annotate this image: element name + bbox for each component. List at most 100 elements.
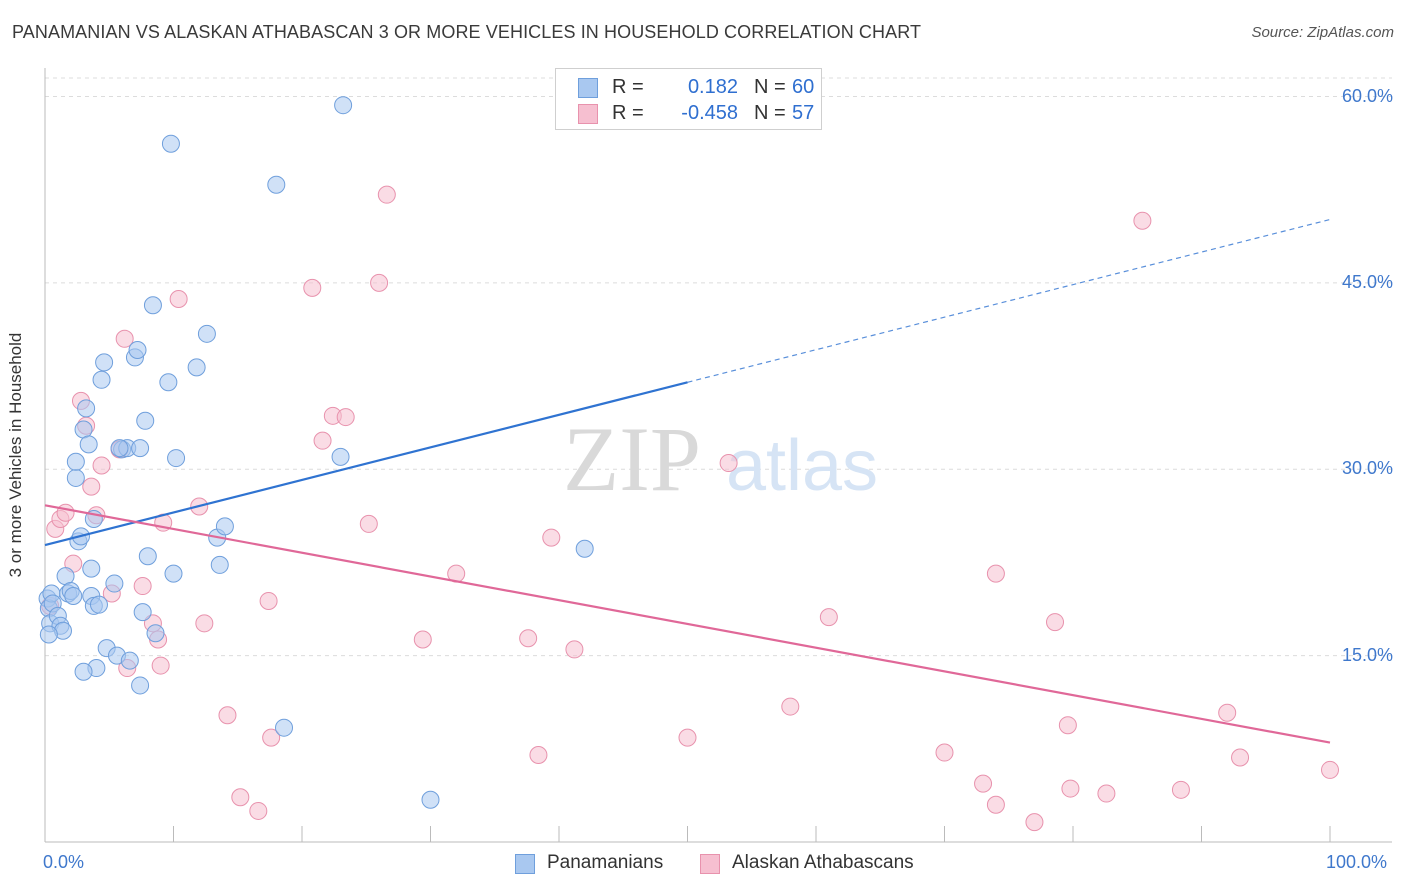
alaskan-athabascan-point: [719, 454, 738, 473]
alaskan-athabascan-point: [377, 185, 396, 204]
alaskan-athabascan-point: [1231, 748, 1250, 767]
alaskan-athabascan-point: [56, 503, 75, 522]
panamanian-point: [167, 449, 186, 468]
alaskan-athabascan-point: [218, 706, 237, 725]
alaskan-athabascan-point: [1046, 613, 1065, 632]
alaskan-athabascan-point: [115, 329, 134, 348]
panamanian-point: [421, 790, 440, 809]
alaskan-athabascan-point: [370, 273, 389, 292]
source-credit: Source: ZipAtlas.com: [1251, 24, 1394, 41]
panamanian-point: [331, 447, 350, 466]
alaskan-athabascan-point: [986, 564, 1005, 583]
alaskan-athabascan-point: [1097, 784, 1116, 803]
legend-label: Alaskan Athabascans: [732, 852, 914, 873]
panamanian-point: [159, 373, 178, 392]
alaskan-athabascan-point: [781, 697, 800, 716]
panamanian-point: [66, 468, 85, 487]
panamanian-point: [215, 517, 234, 536]
alaskan-athabascan-point: [986, 795, 1005, 814]
alaskan-athabascan-point: [133, 577, 152, 596]
panamanian-point: [128, 340, 147, 359]
alaskan-athabascan-point: [1025, 813, 1044, 832]
panamanian-point: [110, 439, 129, 458]
series-legend: Panamanians Alaskan Athabascans: [0, 852, 1406, 878]
panamanian-point: [136, 411, 155, 430]
panamanian-point: [105, 574, 124, 593]
panamanian-point: [39, 625, 58, 644]
watermark-zip: ZIP: [563, 408, 701, 510]
panamanian-point: [74, 662, 93, 681]
panamanian-point: [82, 559, 101, 578]
trend-layer: [44, 218, 1331, 744]
panamanian-point: [138, 547, 157, 566]
points-layer: [38, 96, 1339, 832]
alaskan-athabascan-point: [1133, 211, 1152, 230]
n-value: 57: [792, 102, 815, 124]
alaskan-athabascan-point: [231, 788, 250, 807]
alaskan-athabascan-point: [819, 608, 838, 627]
y-tick-label: 45.0%: [1341, 271, 1393, 292]
panamanian-point: [95, 353, 114, 372]
alaskan-athabascan-point: [542, 528, 561, 547]
panamanian-point: [89, 595, 108, 614]
alaskan-athabascan-point: [82, 477, 101, 496]
panamanian-point: [267, 175, 286, 194]
alaskan-athabascan-point: [151, 656, 170, 675]
x-tick-label-max: 100.0%: [1326, 852, 1388, 872]
panamanian-trend-line: [44, 381, 688, 547]
panamanian-point: [275, 718, 294, 737]
legend-swatch-pink: [578, 104, 598, 124]
alaskan-athabascan-point: [678, 728, 697, 747]
axis-layer: [44, 68, 1392, 843]
r-value: -0.458: [681, 102, 738, 124]
chart-title: PANAMANIAN VS ALASKAN ATHABASCAN 3 OR MO…: [12, 22, 922, 42]
alaskan-athabascan-point: [519, 629, 538, 648]
panamanian-point: [334, 96, 353, 115]
panamanian-point: [120, 651, 139, 670]
panamanian-point: [575, 539, 594, 558]
n-label: N =: [754, 102, 786, 124]
n-value: 60: [792, 76, 815, 98]
panamanian-point: [146, 624, 165, 643]
legend-label: Panamanians: [547, 852, 664, 873]
alaskan-athabascan-point: [1061, 779, 1080, 798]
alaskan-athabascan-point: [1058, 716, 1077, 735]
panamanian-point: [79, 435, 98, 454]
legend-swatch-blue: [515, 854, 535, 874]
alaskan-athabascan-point: [259, 591, 278, 610]
legend-swatch-pink: [700, 854, 720, 874]
panamanian-point: [66, 452, 85, 471]
alaskan-athabascan-point: [92, 456, 111, 475]
panamanian-point: [92, 370, 111, 389]
y-axis-label: 3 or more Vehicles in Household: [6, 332, 25, 578]
correlation-legend: R = 0.182 N = 60 R = -0.458 N = 57: [555, 68, 822, 130]
alaskan-athabascan-point: [413, 630, 432, 649]
r-label: R =: [612, 102, 644, 124]
panamanian-point: [131, 676, 150, 695]
alaskan-athabascan-point: [303, 278, 322, 297]
panamanian-point: [131, 439, 150, 458]
r-value: 0.182: [687, 76, 738, 98]
grid-layer: [45, 77, 1392, 657]
y-tick-label: 15.0%: [1341, 644, 1393, 665]
alaskan-athabascan-point: [565, 640, 584, 659]
panamanian-point: [143, 296, 162, 315]
panamanian-point: [77, 399, 96, 418]
x-tick-label-min: 0.0%: [43, 852, 85, 872]
panamanian-point: [197, 324, 216, 343]
alaskan-athabascan-point: [1171, 780, 1190, 799]
alaskan-athabascan-point: [336, 408, 355, 427]
panamanian-point: [161, 134, 180, 153]
alaskan-athabascan-point: [1321, 760, 1339, 779]
panamanian-point: [64, 586, 83, 605]
alaskan-athabascan-trend-line: [44, 504, 1331, 744]
r-label: R =: [612, 76, 644, 98]
alaskan-athabascan-point: [169, 290, 188, 309]
watermark-atlas: atlas: [726, 426, 878, 506]
alaskan-athabascan-point: [935, 743, 954, 762]
alaskan-athabascan-point: [249, 801, 268, 820]
legend-swatch-blue: [578, 78, 598, 98]
y-tick-label: 60.0%: [1341, 85, 1393, 106]
panamanian-point: [133, 603, 152, 622]
